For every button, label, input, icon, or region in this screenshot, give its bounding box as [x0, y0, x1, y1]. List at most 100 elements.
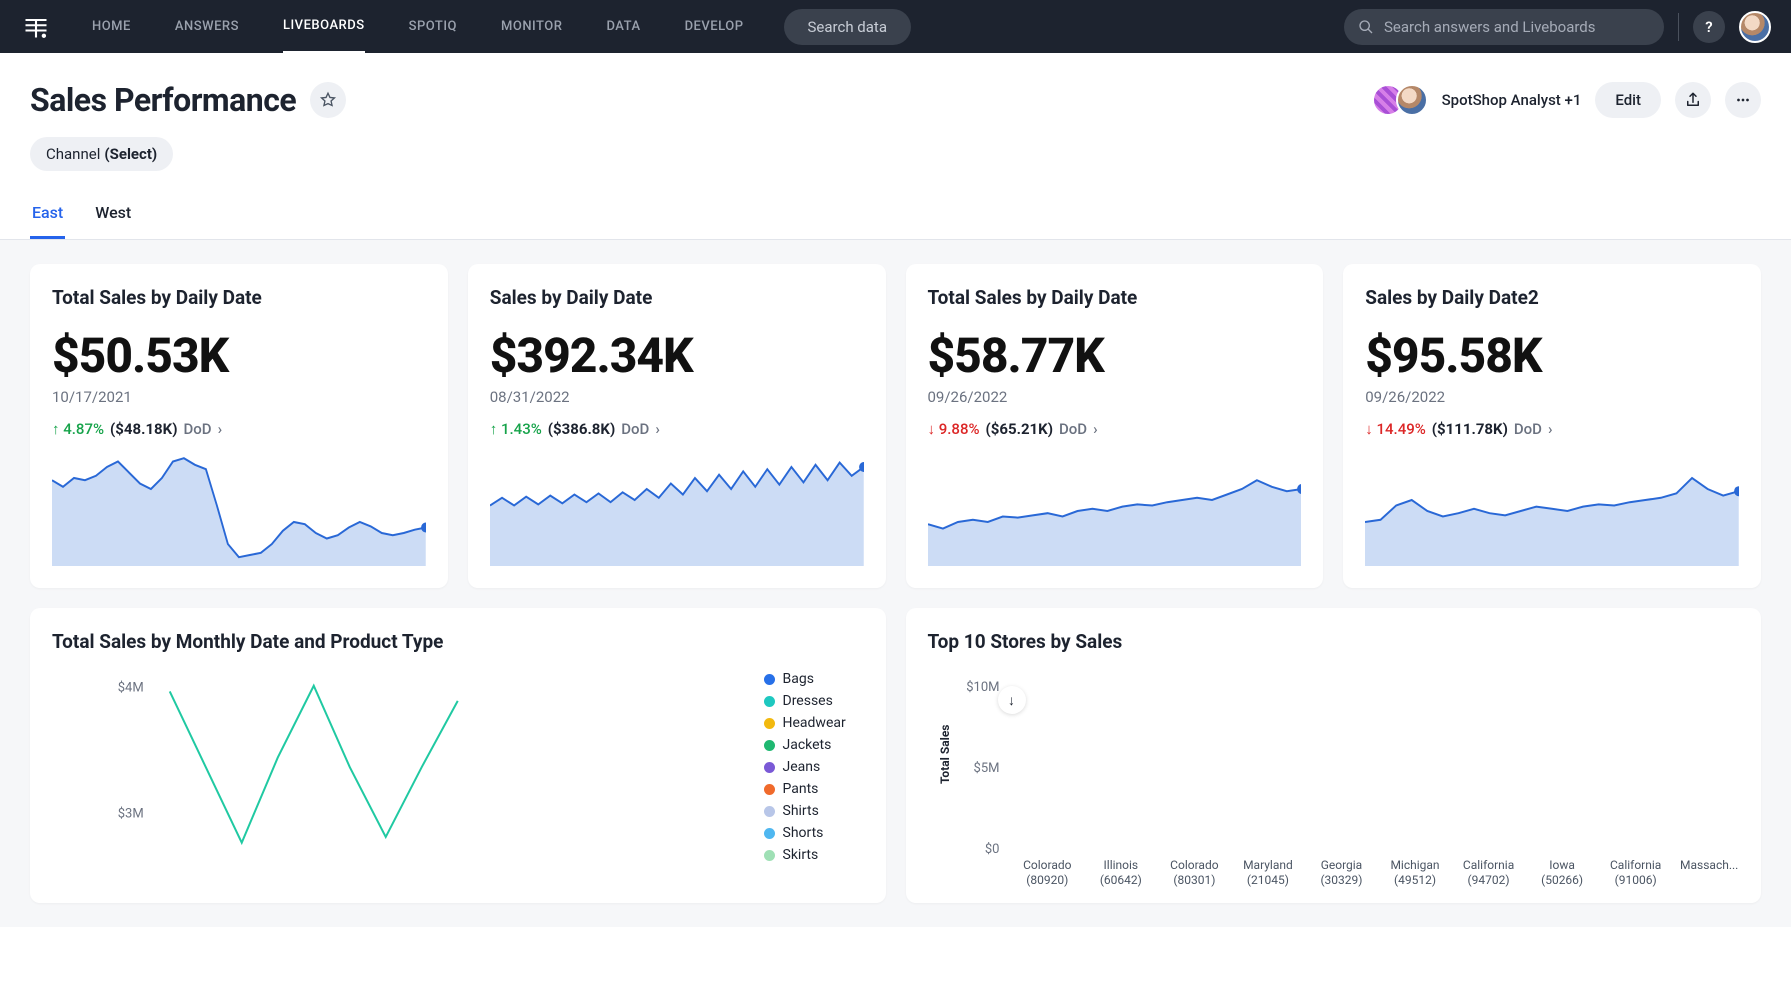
more-menu-button[interactable]	[1725, 82, 1761, 118]
kpi-prev-value: ($65.21K)	[986, 420, 1053, 438]
kpi-delta[interactable]: ↓ 9.88%($65.21K)DoD›	[928, 420, 1302, 438]
delta-arrow-icon: ↓ 9.88%	[928, 420, 980, 438]
legend-swatch	[764, 850, 775, 861]
shared-with-label[interactable]: SpotShop Analyst +1	[1442, 91, 1582, 109]
nav-item-data[interactable]: DATA	[606, 1, 640, 52]
legend-item-dresses[interactable]: Dresses	[764, 693, 864, 709]
nav-item-spotiq[interactable]: SPOTIQ	[409, 1, 457, 52]
bar-x-label: Illinois(60642)	[1091, 858, 1151, 887]
legend-item-skirts[interactable]: Skirts	[764, 847, 864, 863]
global-search-placeholder: Search answers and Liveboards	[1384, 18, 1596, 36]
legend-swatch	[764, 696, 775, 707]
kpi-delta[interactable]: ↑ 4.87%($48.18K)DoD›	[52, 420, 426, 438]
tab-west[interactable]: West	[93, 189, 133, 239]
global-search-input[interactable]: Search answers and Liveboards	[1344, 9, 1664, 45]
kpi-delta[interactable]: ↑ 1.43% ($386.8K) DoD ›	[490, 420, 864, 438]
user-avatar[interactable]	[1739, 11, 1771, 43]
chevron-right-icon: ›	[655, 420, 660, 438]
filter-bar: Channel (Select)	[0, 119, 1791, 189]
y-tick-label: $10M	[966, 680, 999, 695]
line-chart-title: Total Sales by Monthly Date and Product …	[52, 630, 864, 653]
tab-east[interactable]: East	[30, 189, 65, 239]
bar-x-label: Iowa(50266)	[1532, 858, 1592, 887]
line-chart-legend: Bags Dresses Headwear Jackets Jeans Pants Shir…	[744, 671, 864, 881]
brand-logo[interactable]	[20, 11, 52, 43]
shared-with-avatars[interactable]	[1372, 84, 1428, 116]
share-icon	[1684, 91, 1702, 109]
legend-item-jackets[interactable]: Jackets	[764, 737, 864, 753]
kpi-card-0[interactable]: Total Sales by Daily Date$50.53K10/17/20…	[30, 264, 448, 588]
nav-item-monitor[interactable]: MONITOR	[501, 1, 562, 52]
top-nav: HOME ANSWERS LIVEBOARDS SPOTIQ MONITOR DATA DE…	[92, 0, 744, 54]
legend-item-shirts[interactable]: Shirts	[764, 803, 864, 819]
kpi-card-1[interactable]: Sales by Daily Date$392.34K08/31/2022↑ 1…	[468, 264, 886, 588]
nav-item-develop[interactable]: DEVELOP	[685, 1, 744, 52]
favorite-button[interactable]	[310, 82, 346, 118]
kpi-period: DoD	[1514, 420, 1542, 438]
legend-swatch	[764, 806, 775, 817]
help-icon: ?	[1705, 18, 1712, 36]
chevron-right-icon: ›	[1548, 420, 1553, 438]
kpi-period: DoD	[621, 420, 649, 438]
nav-item-liveboards[interactable]: LIVEBOARDS	[283, 0, 365, 54]
bar-x-label: Georgia(30329)	[1312, 858, 1372, 887]
legend-label: Skirts	[783, 847, 819, 863]
bar-x-label: Michigan(49512)	[1385, 858, 1445, 887]
search-icon	[1358, 19, 1374, 35]
legend-label: Headwear	[783, 715, 846, 731]
kpi-prev-value: ($48.18K)	[110, 420, 177, 438]
kpi-prev-value: ($111.78K)	[1432, 420, 1508, 438]
kpi-value: $58.77K	[928, 327, 1302, 384]
kpi-sparkline	[52, 456, 426, 566]
topbar: HOME ANSWERS LIVEBOARDS SPOTIQ MONITOR DATA DE…	[0, 0, 1791, 53]
filter-value: (Select)	[104, 145, 157, 163]
kpi-sparkline	[928, 456, 1302, 566]
legend-item-pants[interactable]: Pants	[764, 781, 864, 797]
more-icon	[1734, 91, 1752, 109]
kpi-value: $50.53K	[52, 327, 426, 384]
legend-label: Pants	[783, 781, 819, 797]
help-button[interactable]: ?	[1693, 11, 1725, 43]
chart-row: Total Sales by Monthly Date and Product …	[30, 608, 1761, 903]
kpi-delta[interactable]: ↓ 14.49%($111.78K)DoD›	[1365, 420, 1739, 438]
line-chart[interactable]: $4M$3M BagsDressesHeadwearJacketsJeansPa…	[52, 671, 864, 881]
kpi-prev-value: ($386.8K)	[548, 420, 615, 438]
line-chart-card: Total Sales by Monthly Date and Product …	[30, 608, 886, 903]
filter-pill-channel[interactable]: Channel (Select)	[30, 137, 173, 171]
svg-text:$3M: $3M	[118, 807, 144, 822]
legend-label: Jackets	[783, 737, 832, 753]
legend-swatch	[764, 718, 775, 729]
liveboard-tabs: East West	[0, 189, 1791, 240]
kpi-card-3[interactable]: Sales by Daily Date2$95.58K09/26/2022↓ 1…	[1343, 264, 1761, 588]
legend-item-bags[interactable]: Bags	[764, 671, 864, 687]
kpi-card-2[interactable]: Total Sales by Daily Date$58.77K09/26/20…	[906, 264, 1324, 588]
legend-label: Dresses	[783, 693, 833, 709]
legend-item-jeans[interactable]: Jeans	[764, 759, 864, 775]
search-data-label: Search data	[808, 18, 887, 36]
nav-item-home[interactable]: HOME	[92, 1, 131, 52]
kpi-title: Sales by Daily Date	[490, 286, 864, 309]
bar-chart[interactable]: Total Sales ↓ $10M$5M$0 Colorado(80920)I…	[928, 671, 1740, 881]
legend-item-headwear[interactable]: Headwear	[764, 715, 864, 731]
bar-x-label: Massach...	[1679, 858, 1739, 887]
kpi-date: 10/17/2021	[52, 388, 426, 406]
search-data-button[interactable]: Search data	[784, 9, 911, 45]
kpi-sparkline	[490, 456, 864, 566]
legend-swatch	[764, 674, 775, 685]
kpi-date: 09/26/2022	[1365, 388, 1739, 406]
kpi-title: Total Sales by Daily Date	[928, 286, 1302, 309]
bar-chart-title: Top 10 Stores by Sales	[928, 630, 1740, 653]
nav-item-answers[interactable]: ANSWERS	[175, 1, 239, 52]
legend-swatch	[764, 762, 775, 773]
page-header: Sales Performance SpotShop Analyst +1 Ed…	[0, 53, 1791, 119]
legend-label: Shirts	[783, 803, 819, 819]
legend-label: Bags	[783, 671, 814, 687]
content-area: Total Sales by Daily Date $50.53K 10/17/20…	[0, 240, 1791, 927]
legend-item-shorts[interactable]: Shorts	[764, 825, 864, 841]
share-button[interactable]	[1675, 82, 1711, 118]
delta-arrow-icon: ↑ 1.43%	[490, 420, 542, 438]
divider	[1678, 13, 1679, 41]
bar-series	[1018, 671, 1740, 851]
legend-swatch	[764, 784, 775, 795]
edit-button[interactable]: Edit	[1595, 82, 1661, 118]
